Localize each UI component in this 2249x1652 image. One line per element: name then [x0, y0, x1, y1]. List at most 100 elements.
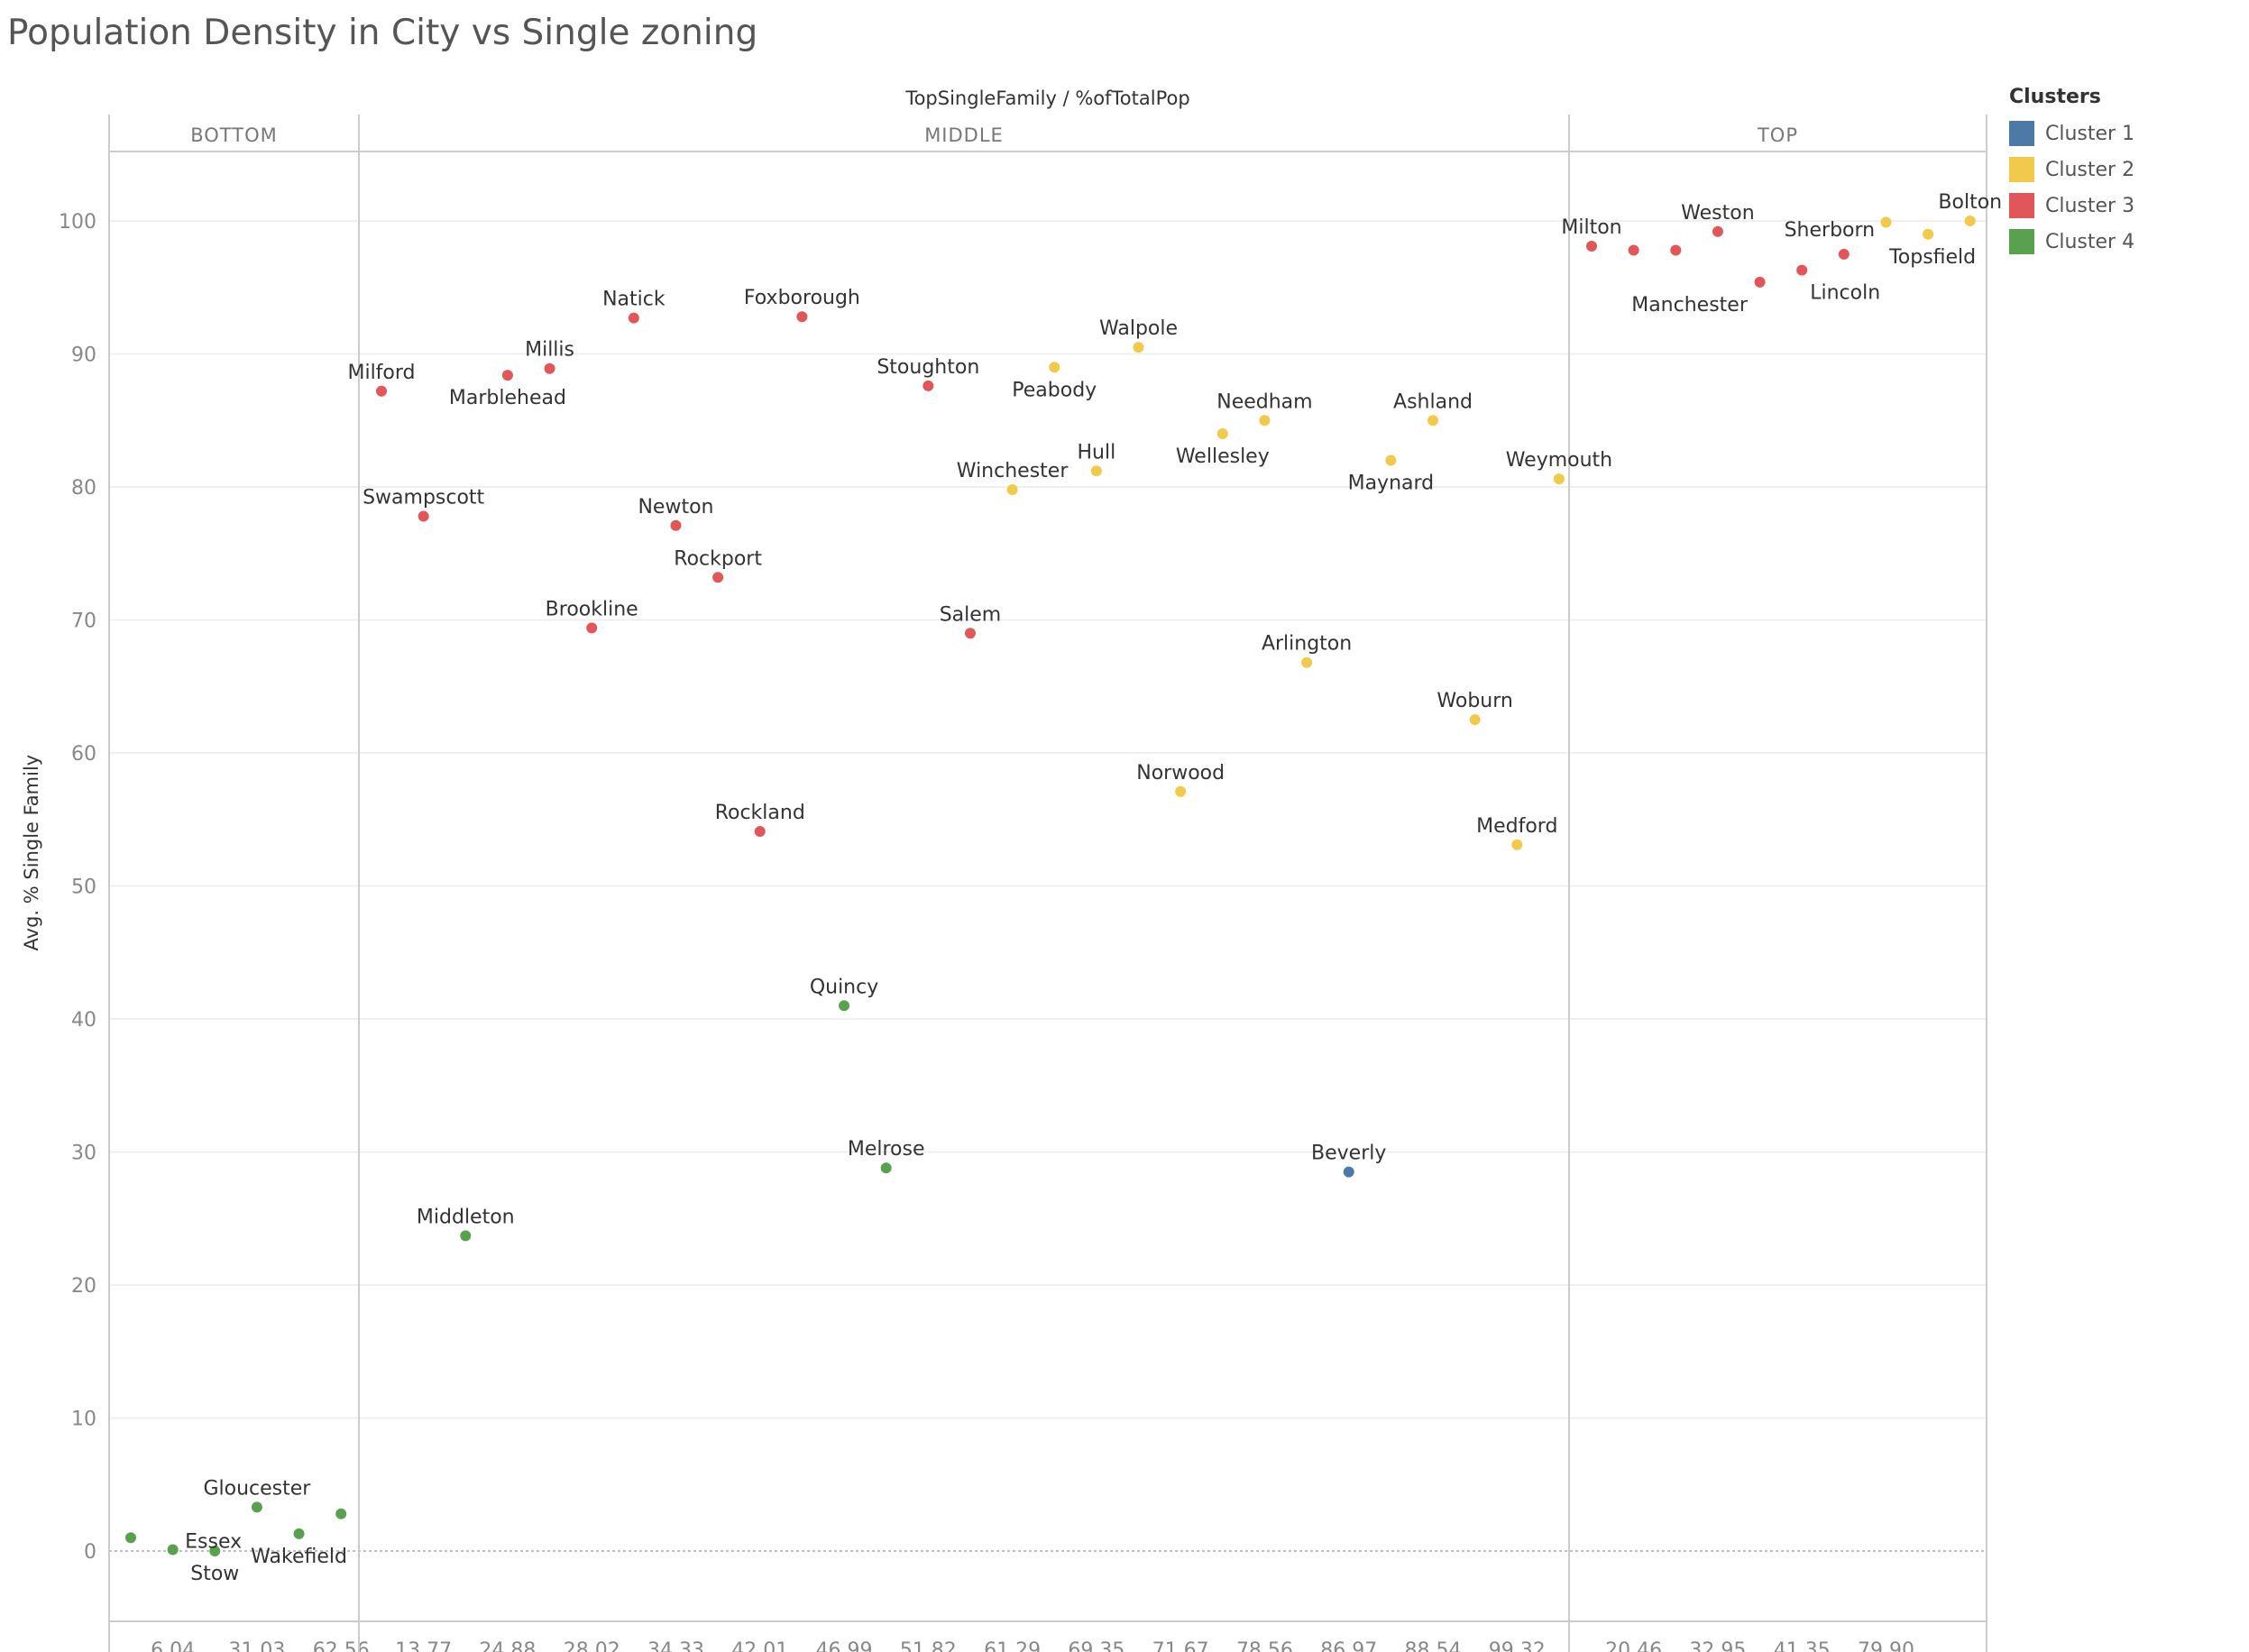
- point-label: Middleton: [417, 1206, 515, 1228]
- y-tick-label: 90: [71, 344, 96, 367]
- legend-item: Cluster 4: [2009, 224, 2134, 260]
- point-label: Arlington: [1262, 633, 1352, 656]
- point-label: Woburn: [1437, 690, 1512, 712]
- x-tick-label: 42.01: [731, 1639, 788, 1652]
- point-label: Norwood: [1136, 762, 1225, 785]
- data-point: [1923, 228, 1934, 240]
- point-label: Weymouth: [1506, 449, 1612, 472]
- y-axis-label: Avg. % Single Family: [21, 755, 42, 951]
- data-point: [1049, 362, 1060, 373]
- data-point: [1796, 264, 1808, 276]
- data-point: [544, 363, 555, 374]
- legend: Clusters Cluster 1 Cluster 2 Cluster 3 Clus…: [2009, 86, 2134, 260]
- data-point: [712, 572, 724, 583]
- point-label: Medford: [1476, 815, 1557, 838]
- x-tick-label: 31.03: [228, 1639, 285, 1652]
- point-label: Milton: [1561, 216, 1621, 239]
- point-label: Brookline: [546, 598, 638, 620]
- point-label: Natick: [602, 289, 666, 311]
- data-point: [754, 826, 766, 838]
- y-tick-label: 50: [71, 876, 96, 899]
- x-tick-label: 20.46: [1605, 1639, 1662, 1652]
- x-tick-label: 99.32: [1489, 1639, 1546, 1652]
- data-point: [1427, 415, 1438, 427]
- x-tick-label: 78.56: [1236, 1639, 1293, 1652]
- point-label: Peabody: [1012, 379, 1097, 401]
- y-tick-label: 20: [71, 1275, 96, 1298]
- legend-item: Cluster 3: [2009, 188, 2134, 224]
- data-point: [964, 628, 976, 639]
- data-point: [418, 510, 429, 522]
- data-point: [1838, 248, 1850, 260]
- point-label: Wakefield: [251, 1546, 347, 1568]
- data-point: [1133, 342, 1144, 353]
- data-point: [1964, 216, 1976, 226]
- x-tick-label: 62.56: [313, 1639, 370, 1652]
- point-label: Stoughton: [877, 356, 979, 379]
- data-point: [1343, 1166, 1354, 1178]
- y-tick-label: 0: [84, 1541, 96, 1564]
- legend-item: Cluster 2: [2009, 151, 2134, 188]
- point-label: Ashland: [1393, 390, 1473, 413]
- data-point: [335, 1508, 347, 1519]
- data-point: [1754, 276, 1766, 288]
- data-point: [251, 1501, 262, 1513]
- x-tick-label: 41.35: [1774, 1639, 1831, 1652]
- point-label: Winchester: [957, 460, 1069, 482]
- point-label: Maynard: [1348, 473, 1435, 495]
- x-tick-label: 6.04: [151, 1639, 195, 1652]
- point-label: Bolton: [1938, 191, 2002, 214]
- data-point: [796, 311, 808, 323]
- x-tick-label: 34.33: [647, 1639, 704, 1652]
- x-tick-label: 79.90: [1858, 1639, 1914, 1652]
- pane-header-top: TOP: [1757, 124, 1798, 146]
- data-point: [1586, 241, 1597, 252]
- data-point: [376, 385, 387, 397]
- x-tick-label: 71.67: [1152, 1639, 1209, 1652]
- y-tick-label: 10: [71, 1409, 96, 1431]
- data-point: [460, 1230, 472, 1242]
- point-label: Rockland: [715, 802, 805, 824]
- legend-swatch: [2009, 157, 2034, 182]
- point-label: Wellesley: [1176, 445, 1270, 468]
- y-tick-label: 60: [71, 743, 96, 766]
- data-point: [1511, 839, 1523, 850]
- data-point: [1090, 465, 1102, 477]
- data-point: [1880, 216, 1892, 228]
- point-label: Quincy: [810, 976, 878, 998]
- data-point: [586, 622, 598, 634]
- point-label: Weston: [1681, 202, 1755, 225]
- data-point: [1301, 656, 1313, 668]
- x-tick-label: 51.82: [900, 1639, 957, 1652]
- point-label: Lincoln: [1810, 282, 1880, 305]
- point-label: Rockport: [674, 547, 762, 570]
- point-label: Beverly: [1311, 1143, 1386, 1165]
- x-tick-label: 46.99: [816, 1639, 873, 1652]
- data-point: [880, 1162, 892, 1174]
- data-point: [628, 312, 639, 324]
- x-tick-label: 69.35: [1068, 1639, 1124, 1652]
- data-point: [1670, 244, 1682, 256]
- data-point: [1175, 785, 1187, 797]
- x-tick-label: 24.88: [479, 1639, 536, 1652]
- point-label: Gloucester: [203, 1477, 311, 1500]
- data-point: [293, 1528, 305, 1539]
- y-tick-label: 30: [71, 1143, 96, 1165]
- data-point: [1553, 473, 1565, 485]
- point-label: Marblehead: [449, 387, 566, 409]
- point-label: Milford: [347, 362, 415, 384]
- data-point: [1385, 454, 1397, 466]
- data-point: [1628, 244, 1639, 256]
- legend-swatch: [2009, 121, 2034, 146]
- point-label: Sherborn: [1785, 219, 1876, 242]
- x-tick-label: 28.02: [564, 1639, 620, 1652]
- data-point: [1469, 714, 1481, 726]
- point-label: Millis: [525, 339, 574, 362]
- data-point: [501, 370, 513, 381]
- x-tick-label: 32.95: [1689, 1639, 1746, 1652]
- point-label: Foxborough: [744, 287, 860, 309]
- legend-items: Cluster 1 Cluster 2 Cluster 3 Cluster 4: [2009, 115, 2134, 260]
- data-point: [839, 1000, 850, 1012]
- x-tick-label: 13.77: [395, 1639, 452, 1652]
- x-tick-label: 88.54: [1405, 1639, 1462, 1652]
